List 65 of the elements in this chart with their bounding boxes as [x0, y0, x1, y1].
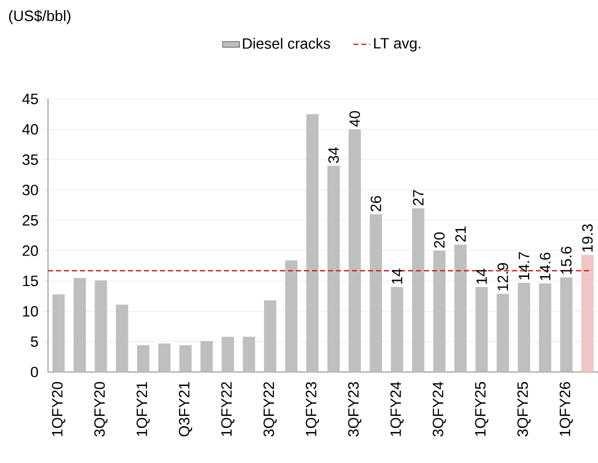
bar — [327, 166, 340, 372]
y-tick-label: 0 — [30, 366, 38, 378]
bar — [433, 250, 446, 372]
bar — [179, 345, 192, 372]
bar — [242, 336, 256, 372]
data-label: 15.6 — [560, 246, 572, 274]
x-tick-label: 3QFY22 — [263, 382, 277, 437]
x-tick-label: 3QFY25 — [517, 382, 531, 437]
x-tick-label: 1QFY26 — [560, 382, 573, 436]
bar — [116, 304, 128, 372]
y-tick-label: 25 — [22, 215, 38, 226]
bar — [222, 336, 234, 372]
legend-label: LT avg. — [374, 38, 420, 52]
bar — [348, 129, 361, 372]
bar — [538, 283, 552, 372]
data-label: 19.3 — [582, 224, 593, 252]
bar — [306, 114, 319, 372]
bar — [52, 294, 65, 372]
x-tick-label: 1QFY24 — [390, 382, 404, 436]
x-tick-label: 3QFY23 — [348, 382, 362, 437]
data-label: 14 — [392, 268, 402, 284]
data-label: 26 — [370, 196, 382, 212]
bar — [200, 341, 213, 372]
bar — [94, 280, 108, 372]
data-label: 34 — [328, 147, 339, 163]
data-label: 20 — [434, 232, 445, 248]
bar — [285, 260, 298, 372]
data-label: 12.9 — [498, 263, 508, 290]
bar — [137, 345, 150, 372]
data-label: 40 — [349, 111, 360, 127]
bar — [390, 287, 404, 372]
y-tick-label: 35 — [22, 154, 38, 165]
bar — [454, 244, 467, 372]
x-tick-label: 3QFY20 — [94, 382, 108, 437]
x-tick-label: 1QFY21 — [136, 382, 150, 436]
bar — [496, 294, 509, 372]
y-tick-label: 45 — [22, 94, 38, 104]
y-tick-label: 15 — [23, 276, 38, 286]
legend-label: Diesel cracks — [242, 38, 330, 49]
y-tick-label: 5 — [30, 336, 38, 347]
bar — [264, 300, 276, 372]
x-tick-label: 1QFY23 — [306, 382, 320, 436]
data-label: 27 — [412, 190, 424, 206]
bar — [158, 343, 170, 372]
x-tick-label: Q3FY21 — [178, 382, 192, 436]
y-axis-title: (US$/bbl) — [9, 10, 70, 24]
bar — [476, 287, 488, 372]
x-tick-label: 1QFY20 — [52, 382, 66, 436]
data-label: 14.6 — [540, 252, 550, 280]
data-label: 21 — [455, 226, 466, 242]
bar — [581, 254, 594, 372]
bar — [560, 277, 572, 372]
y-tick-label: 30 — [22, 184, 38, 196]
y-tick-label: 40 — [22, 124, 38, 135]
bar — [518, 282, 530, 372]
data-label: 14.7 — [518, 252, 530, 280]
x-tick-label: 1QFY25 — [475, 382, 488, 436]
bar — [370, 214, 382, 372]
x-tick-label: 3QFY24 — [432, 382, 446, 437]
y-tick-label: 20 — [22, 245, 38, 256]
x-tick-label: 1QFY22 — [221, 382, 234, 436]
y-tick-label: 10 — [23, 306, 38, 317]
bar — [74, 278, 86, 372]
data-label: 14 — [476, 268, 487, 284]
bar — [412, 208, 424, 372]
